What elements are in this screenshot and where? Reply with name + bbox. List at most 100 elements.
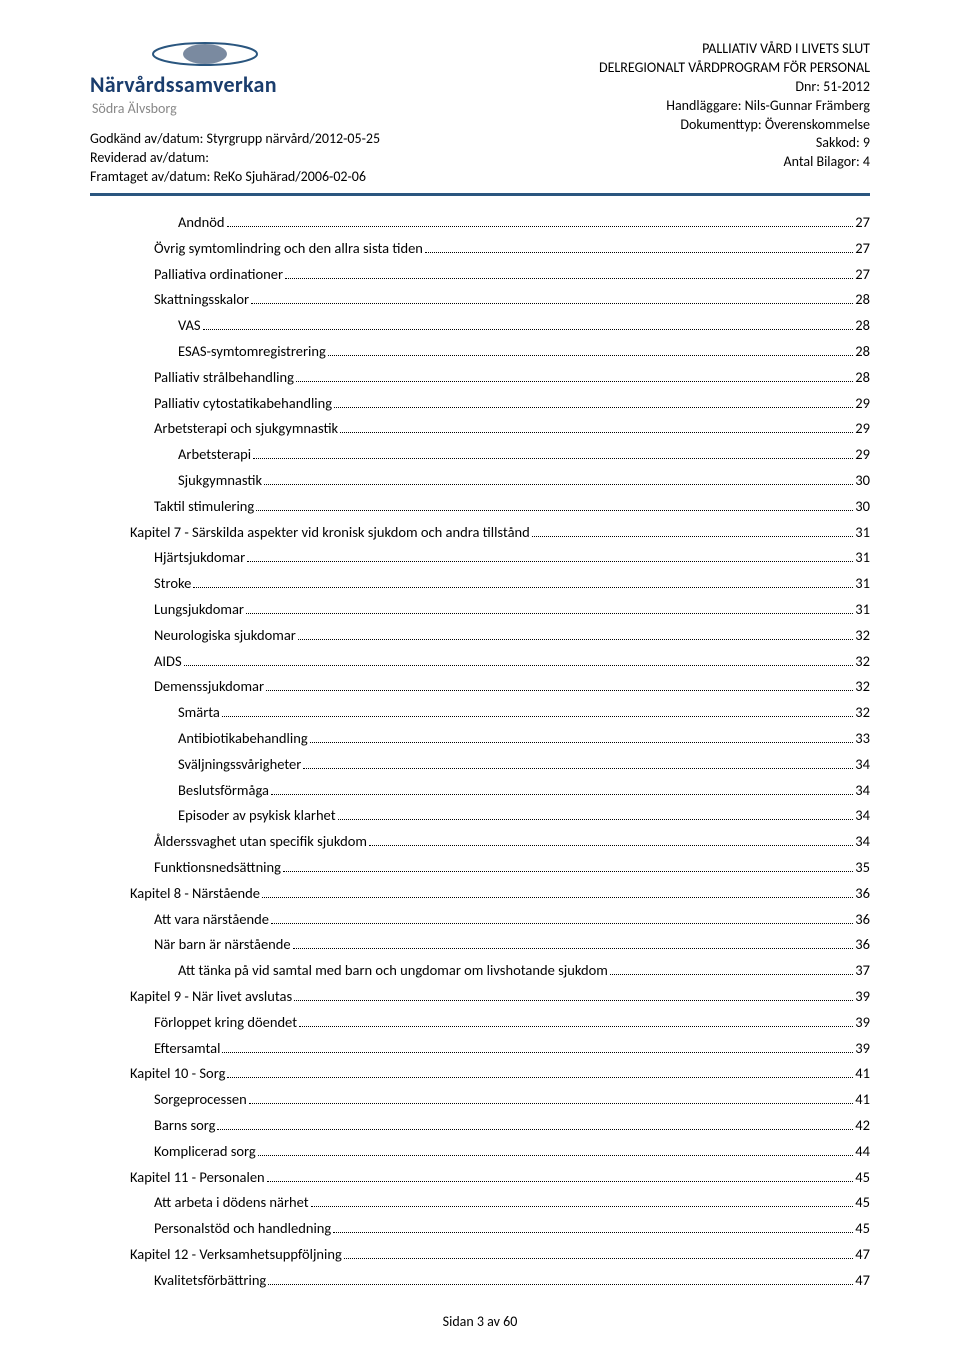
toc-row[interactable]: Smärta 32 — [130, 702, 870, 722]
toc-page: 32 — [855, 625, 870, 645]
meta-left-line: Godkänd av/datum: Styrgrupp närvård/2012… — [90, 130, 480, 149]
toc-label: Episoder av psykisk klarhet — [178, 805, 336, 825]
toc-row[interactable]: Palliativa ordinationer 27 — [130, 264, 870, 284]
toc-row[interactable]: Demenssjukdomar 32 — [130, 676, 870, 696]
toc-row[interactable]: AIDS 32 — [130, 651, 870, 671]
toc-page: 44 — [855, 1141, 870, 1161]
toc-row[interactable]: Eftersamtal 39 — [130, 1038, 870, 1058]
toc-label: Kvalitetsförbättring — [154, 1270, 266, 1290]
toc-row[interactable]: Kapitel 12 - Verksamhetsuppföljning 47 — [130, 1244, 870, 1264]
toc-label: Personalstöd och handledning — [154, 1218, 331, 1238]
toc-dots — [246, 601, 853, 614]
toc-label: Barns sorg — [154, 1115, 215, 1135]
toc-row[interactable]: Kapitel 10 - Sorg 41 — [130, 1063, 870, 1083]
toc-label: AIDS — [154, 651, 182, 671]
toc-page: 28 — [855, 289, 870, 309]
toc-row[interactable]: Kvalitetsförbättring 47 — [130, 1270, 870, 1290]
toc-row[interactable]: Kapitel 7 - Särskilda aspekter vid kroni… — [130, 522, 870, 542]
toc-row[interactable]: Neurologiska sjukdomar 32 — [130, 625, 870, 645]
toc-page: 27 — [855, 238, 870, 258]
toc-dots — [299, 1014, 853, 1027]
toc-row[interactable]: VAS 28 — [130, 315, 870, 335]
toc-row[interactable]: Förloppet kring döendet 39 — [130, 1012, 870, 1032]
toc-row[interactable]: Stroke 31 — [130, 573, 870, 593]
toc-row[interactable]: När barn är närstående 36 — [130, 934, 870, 954]
toc-dots — [222, 1040, 853, 1053]
toc-row[interactable]: Arbetsterapi och sjukgymnastik 29 — [130, 418, 870, 438]
header-divider — [90, 193, 870, 196]
toc-page: 34 — [855, 831, 870, 851]
toc-label: Övrig symtomlindring och den allra sista… — [154, 238, 423, 258]
toc-page: 28 — [855, 367, 870, 387]
toc-row[interactable]: Arbetsterapi 29 — [130, 444, 870, 464]
toc-label: Eftersamtal — [154, 1038, 220, 1058]
toc-dots — [532, 524, 854, 537]
meta-right-line: Dnr: 51-2012 — [480, 78, 870, 97]
meta-right-line: Dokumenttyp: Överenskommelse — [480, 116, 870, 135]
toc-row[interactable]: Kapitel 11 - Personalen 45 — [130, 1167, 870, 1187]
toc-label: Palliativa ordinationer — [154, 264, 283, 284]
meta-left-line: Reviderad av/datum: — [90, 149, 480, 168]
toc-row[interactable]: Att tänka på vid samtal med barn och ung… — [130, 960, 870, 980]
toc-page: 34 — [855, 754, 870, 774]
toc-row[interactable]: Barns sorg 42 — [130, 1115, 870, 1135]
toc-row[interactable]: Personalstöd och handledning 45 — [130, 1218, 870, 1238]
toc-row[interactable]: Sväljningssvårigheter 34 — [130, 754, 870, 774]
toc-dots — [610, 962, 853, 975]
toc-page: 47 — [855, 1244, 870, 1264]
toc-dots — [271, 782, 853, 795]
toc-dots — [334, 395, 853, 408]
toc-dots — [258, 1143, 854, 1156]
meta-right-line: Sakkod: 9 — [480, 134, 870, 153]
toc-dots — [193, 575, 853, 588]
toc-row[interactable]: Skattningsskalor 28 — [130, 289, 870, 309]
toc-page: 39 — [855, 1038, 870, 1058]
toc-row[interactable]: Antibiotikabehandling 33 — [130, 728, 870, 748]
toc-page: 28 — [855, 315, 870, 335]
toc-row[interactable]: Kapitel 9 - När livet avslutas 39 — [130, 986, 870, 1006]
toc-label: Lungsjukdomar — [154, 599, 244, 619]
toc-row[interactable]: Ålderssvaghet utan specifik sjukdom 34 — [130, 831, 870, 851]
toc-page: 47 — [855, 1270, 870, 1290]
toc-page: 29 — [855, 418, 870, 438]
toc-row[interactable]: Beslutsförmåga 34 — [130, 780, 870, 800]
toc-row[interactable]: Hjärtsjukdomar 31 — [130, 547, 870, 567]
toc-row[interactable]: Sorgeprocessen 41 — [130, 1089, 870, 1109]
toc-page: 32 — [855, 676, 870, 696]
toc-row[interactable]: Att arbeta i dödens närhet 45 — [130, 1192, 870, 1212]
toc-dots — [328, 343, 854, 356]
toc-page: 34 — [855, 805, 870, 825]
logo-eye-icon — [150, 40, 260, 68]
toc-row[interactable]: Kapitel 8 - Närstående 36 — [130, 883, 870, 903]
toc-row[interactable]: Att vara närstående 36 — [130, 909, 870, 929]
toc-row[interactable]: Palliativ cytostatikabehandling 29 — [130, 393, 870, 413]
toc-label: Att vara närstående — [154, 909, 269, 929]
toc-row[interactable]: Sjukgymnastik 30 — [130, 470, 870, 490]
toc-row[interactable]: Komplicerad sorg 44 — [130, 1141, 870, 1161]
toc-row[interactable]: Palliativ strålbehandling 28 — [130, 367, 870, 387]
toc-page: 31 — [855, 573, 870, 593]
toc-row[interactable]: ESAS-symtomregistrering 28 — [130, 341, 870, 361]
toc-row[interactable]: Andnöd 27 — [130, 212, 870, 232]
toc-page: 36 — [855, 934, 870, 954]
toc-dots — [217, 1117, 853, 1130]
toc-page: 41 — [855, 1089, 870, 1109]
toc-row[interactable]: Övrig symtomlindring och den allra sista… — [130, 238, 870, 258]
toc-row[interactable]: Episoder av psykisk klarhet 34 — [130, 805, 870, 825]
toc-dots — [294, 988, 853, 1001]
toc-dots — [251, 291, 853, 304]
toc-page: 37 — [855, 960, 870, 980]
toc-label: Arbetsterapi — [178, 444, 251, 464]
toc-page: 39 — [855, 986, 870, 1006]
toc-dots — [203, 317, 854, 330]
toc-dots — [247, 549, 853, 562]
toc-page: 31 — [855, 547, 870, 567]
toc-row[interactable]: Taktil stimulering 30 — [130, 496, 870, 516]
toc-row[interactable]: Funktionsnedsättning 35 — [130, 857, 870, 877]
toc-row[interactable]: Lungsjukdomar 31 — [130, 599, 870, 619]
toc-label: Sjukgymnastik — [178, 470, 262, 490]
toc-label: Kapitel 10 - Sorg — [130, 1063, 225, 1083]
toc-dots — [298, 627, 853, 640]
toc-label: Smärta — [178, 702, 220, 722]
header-left: Närvårdssamverkan Södra Älvsborg Godkänd… — [90, 40, 480, 187]
